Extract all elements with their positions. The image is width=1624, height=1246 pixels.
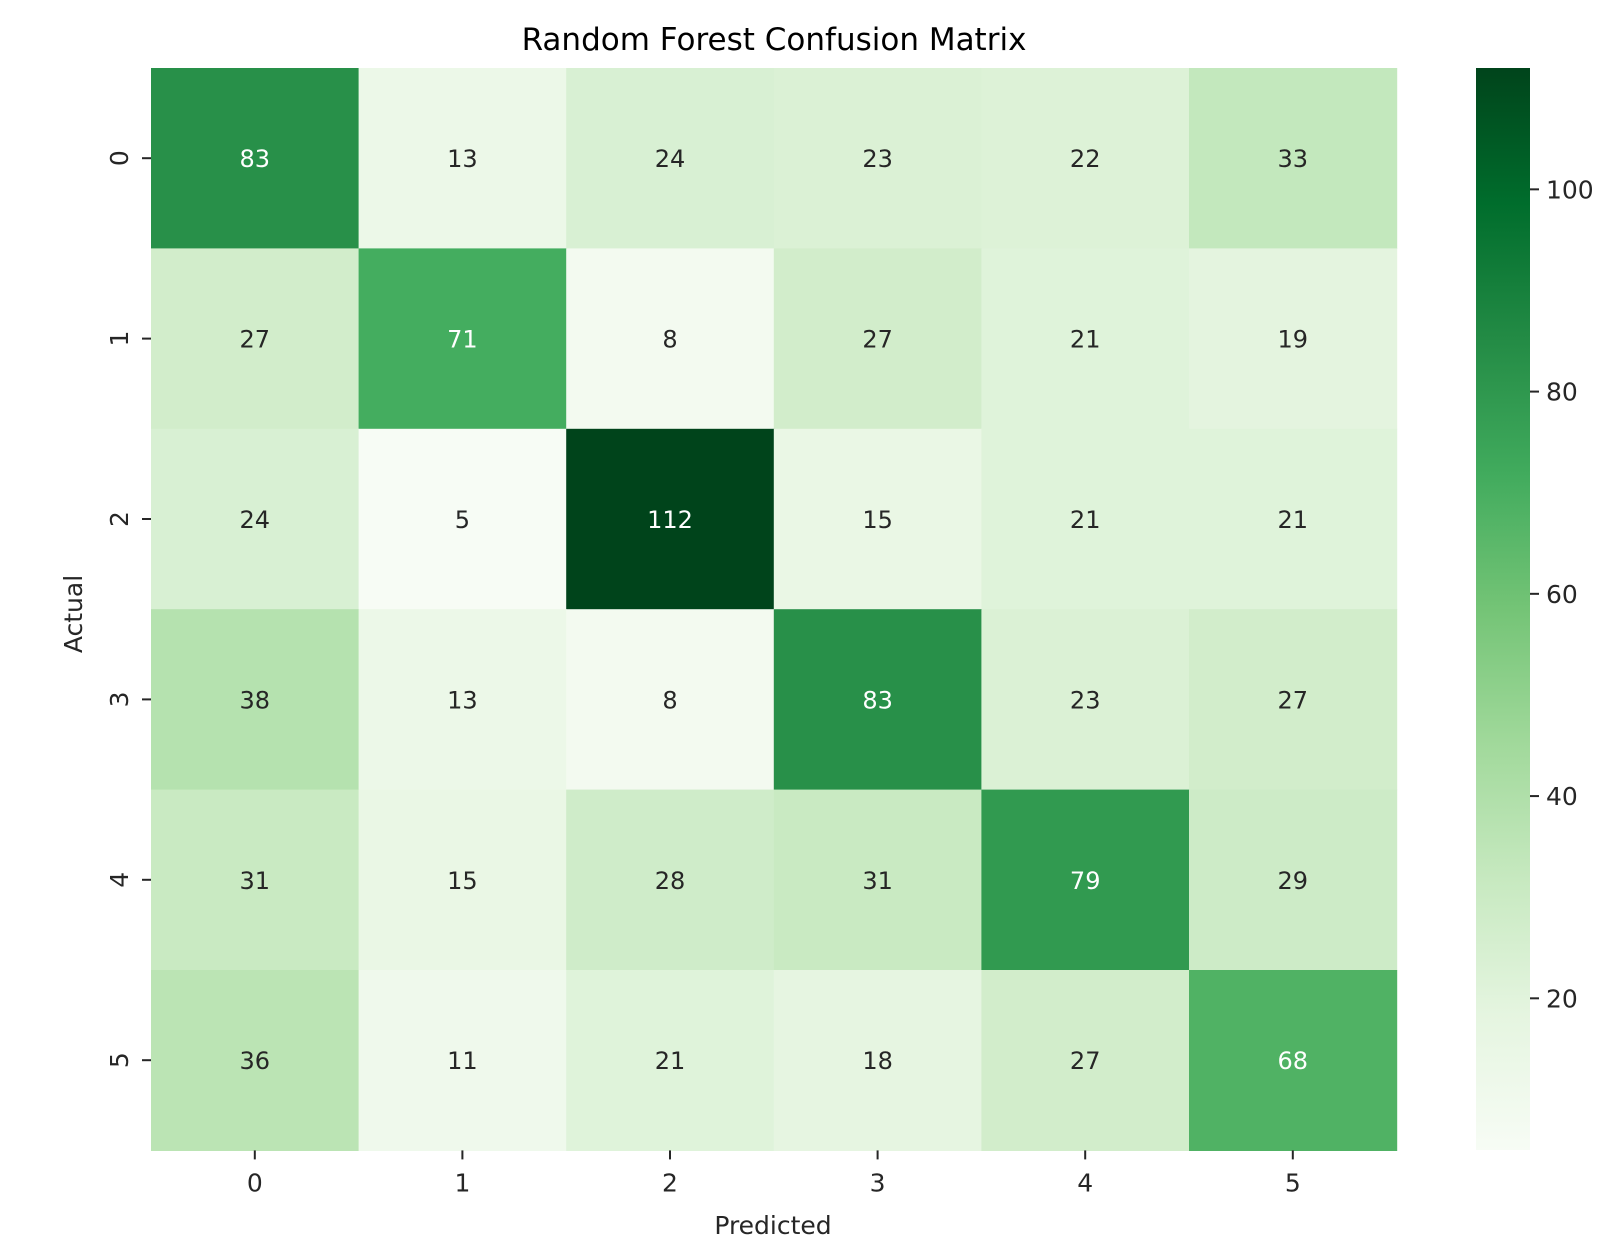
chart-title: Random Forest Confusion Matrix <box>522 22 1027 58</box>
y-tick-label: 0 <box>105 150 134 166</box>
cell-value-label: 31 <box>862 867 893 895</box>
heatmap-cell <box>358 970 567 1151</box>
x-tick-label: 5 <box>1285 1168 1301 1197</box>
heatmap-cell <box>358 68 567 249</box>
heatmap-cell <box>1189 428 1398 610</box>
cell-value-label: 83 <box>240 145 271 173</box>
cell-value-label: 21 <box>1278 506 1309 534</box>
heatmap-cell <box>151 68 360 249</box>
cell-value-label: 15 <box>862 506 893 534</box>
cell-value-label: 23 <box>862 145 893 173</box>
colorbar-tick-label: 80 <box>1546 378 1578 407</box>
heatmap-cell <box>981 68 1190 249</box>
heatmap-cell <box>566 609 775 791</box>
cell-value-label: 15 <box>447 867 478 895</box>
heatmap-cell <box>773 248 982 430</box>
heatmap-cell <box>773 428 982 610</box>
heatmap-cell <box>981 789 1190 971</box>
heatmap-cell <box>1189 248 1398 430</box>
x-tick-label: 4 <box>1077 1168 1093 1197</box>
colorbar: 20 40 60 80 100 <box>1476 68 1594 1150</box>
heatmap-cell <box>151 789 360 971</box>
heatmap-cell <box>566 789 775 971</box>
heatmap-cell <box>151 970 360 1151</box>
cell-value-label: 18 <box>862 1047 893 1075</box>
heatmap-cell <box>981 609 1190 791</box>
cell-value-label: 27 <box>1278 686 1309 714</box>
colorbar-tick-label: 20 <box>1546 984 1578 1013</box>
cell-value-label: 112 <box>647 506 693 534</box>
colorbar-tick-label: 60 <box>1546 580 1578 609</box>
cell-value-label: 38 <box>240 686 271 714</box>
heatmap-cell <box>981 248 1190 430</box>
x-tick-label: 0 <box>247 1168 263 1197</box>
heatmap-cell <box>773 609 982 791</box>
cell-value-label: 8 <box>662 326 677 354</box>
x-tick-label: 3 <box>870 1168 886 1197</box>
cell-value-label: 21 <box>655 1047 686 1075</box>
cell-value-label: 24 <box>655 145 686 173</box>
cell-value-label: 68 <box>1278 1047 1309 1075</box>
cell-value-label: 21 <box>1070 326 1101 354</box>
cell-value-label: 83 <box>862 686 893 714</box>
cell-value-label: 19 <box>1278 326 1309 354</box>
cell-value-label: 22 <box>1070 145 1101 173</box>
heatmap-cell <box>151 609 360 791</box>
x-tick-label: 2 <box>662 1168 678 1197</box>
heatmap-cells: 83 13 24 23 22 33 27 71 8 27 21 19 24 5 112 15 21 21 38 13 8… <box>151 68 1398 1151</box>
cell-value-label: 28 <box>655 867 686 895</box>
cell-value-label: 36 <box>240 1047 271 1075</box>
heatmap-cell <box>1189 68 1398 249</box>
heatmap-cell <box>358 248 567 430</box>
x-axis-label: Predicted <box>714 1211 831 1240</box>
cell-value-label: 29 <box>1278 867 1309 895</box>
y-tick-label: 4 <box>105 872 134 888</box>
colorbar-tick-label: 40 <box>1546 782 1578 811</box>
heatmap-cell <box>358 428 567 610</box>
cell-value-label: 27 <box>240 326 271 354</box>
cell-value-label: 31 <box>240 867 271 895</box>
heatmap-cell <box>981 970 1190 1151</box>
colorbar-ticks: 20 40 60 80 100 <box>1530 175 1594 1013</box>
cell-value-label: 24 <box>240 506 271 534</box>
y-tick-label: 5 <box>105 1052 134 1068</box>
x-tick-label: 1 <box>454 1168 470 1197</box>
cell-value-label: 27 <box>862 326 893 354</box>
heatmap-cell <box>566 248 775 430</box>
x-axis-ticks: 0 1 2 3 4 5 <box>247 1150 1301 1197</box>
cell-value-label: 27 <box>1070 1047 1101 1075</box>
colorbar-scale <box>1476 68 1530 1150</box>
heatmap-cell <box>1189 609 1398 791</box>
cell-value-label: 5 <box>455 506 470 534</box>
cell-value-label: 21 <box>1070 506 1101 534</box>
cell-value-label: 71 <box>447 326 478 354</box>
cell-value-label: 23 <box>1070 686 1101 714</box>
y-tick-label: 2 <box>105 511 134 527</box>
heatmap-cell <box>151 248 360 430</box>
heatmap-cell <box>981 428 1190 610</box>
y-axis-ticks: 0 1 2 3 4 5 <box>105 150 151 1068</box>
cell-value-label: 13 <box>447 686 478 714</box>
heatmap-cell <box>566 428 775 610</box>
y-tick-label: 1 <box>105 331 134 347</box>
colorbar-tick-label: 100 <box>1546 175 1594 204</box>
cell-value-label: 79 <box>1070 867 1101 895</box>
heatmap-cell <box>773 68 982 249</box>
heatmap-cell <box>566 68 775 249</box>
y-axis-label: Actual <box>59 575 88 653</box>
heatmap-cell <box>773 789 982 971</box>
y-tick-label: 3 <box>105 691 134 707</box>
cell-value-label: 8 <box>662 686 677 714</box>
heatmap-cell <box>1189 970 1398 1151</box>
heatmap-cell <box>358 609 567 791</box>
cell-value-label: 13 <box>447 145 478 173</box>
heatmap-cell <box>566 970 775 1151</box>
heatmap-cell <box>358 789 567 971</box>
cell-value-label: 33 <box>1278 145 1309 173</box>
cell-value-label: 11 <box>447 1047 478 1075</box>
heatmap-cell <box>1189 789 1398 971</box>
heatmap-cell <box>151 428 360 610</box>
heatmap-cell <box>773 970 982 1151</box>
